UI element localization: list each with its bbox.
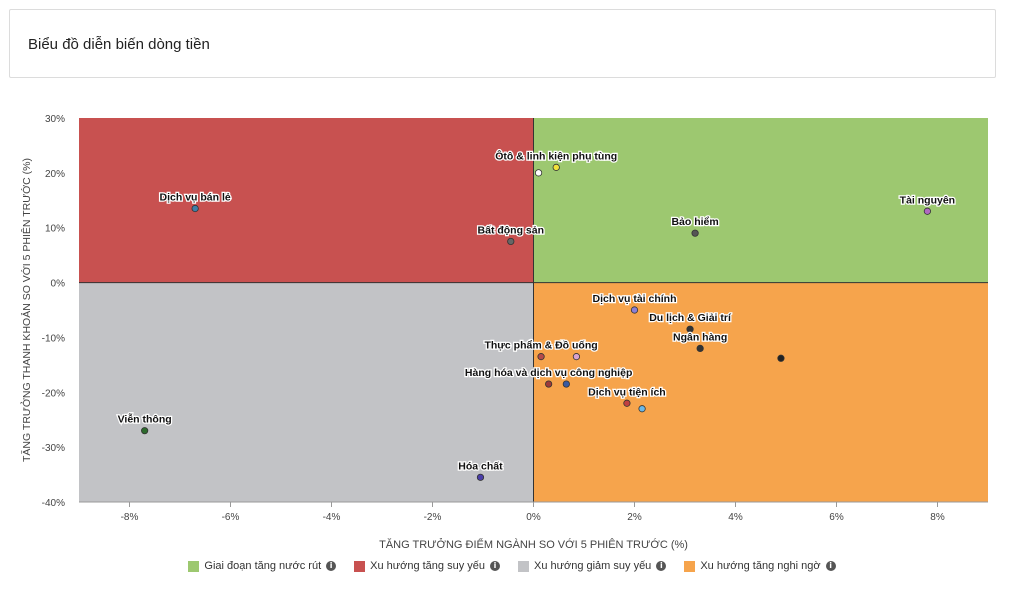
data-point (534, 169, 543, 177)
chart-legend: Giai đoạn tăng nước rút i Xu hướng tăng … (0, 558, 1024, 574)
legend-item-weakening-downtrend[interactable]: Xu hướng giảm suy yếu i (518, 560, 667, 572)
data-label: Bảo hiểm (671, 216, 718, 228)
data-point (141, 427, 149, 435)
x-tick-label: 8% (930, 512, 945, 523)
data-label: Du lịch & Giải trí (649, 312, 732, 324)
legend-swatch (518, 560, 529, 572)
x-tick-label: 4% (728, 512, 743, 523)
data-label: Hàng hóa và dịch vụ công nghiệp (465, 367, 632, 379)
data-label: Ngân hàng (673, 331, 727, 343)
data-point (552, 163, 560, 171)
y-tick-label: -10% (42, 333, 65, 344)
quadrant-bottom-right (533, 282, 988, 502)
x-tick-label: -6% (222, 512, 240, 523)
data-label: Ôtô & linh kiện phụ tùng (495, 149, 617, 162)
data-point (572, 353, 581, 361)
data-label: Dịch vụ tiện ích (588, 386, 666, 398)
x-tick-label: -2% (424, 512, 442, 523)
money-flow-chart: -8% -6% -4% -2% 0% 2% 4% 6% 8% 30% 20% 10% 0% -10% -20… (20, 114, 988, 551)
data-point (191, 204, 199, 213)
legend-swatch (354, 560, 366, 572)
x-tick-label: 2% (627, 512, 642, 523)
chart-title-card: Biểu đồ diễn biến dòng tiền (9, 9, 996, 78)
legend-swatch (684, 560, 696, 572)
page-title: Biểu đồ diễn biến dòng tiền (28, 36, 210, 53)
data-point (923, 207, 932, 215)
quadrant-top-right (533, 118, 988, 283)
info-icon[interactable]: i (825, 561, 836, 571)
data-point (638, 405, 646, 413)
quadrant-bottom-left (79, 282, 534, 502)
data-point (691, 229, 699, 237)
data-point (545, 380, 553, 388)
data-point (623, 399, 631, 407)
info-icon[interactable]: i (490, 561, 500, 571)
data-label: Thực phẩm & Đồ uống (484, 340, 597, 352)
data-point (507, 237, 515, 246)
legend-item-weakening-uptrend[interactable]: Xu hướng tăng suy yếu i (354, 560, 500, 572)
info-icon[interactable]: i (326, 561, 337, 571)
info-icon[interactable]: i (656, 561, 667, 571)
legend-label: Xu hướng tăng suy yếu (370, 560, 485, 572)
data-label: Hóa chất (458, 460, 503, 472)
data-label: Tài nguyên (900, 194, 955, 206)
x-tick-label: -8% (121, 512, 139, 523)
x-tick-label: 6% (829, 512, 844, 523)
data-point (562, 380, 570, 388)
y-tick-label: 0% (51, 279, 66, 290)
x-tick-label: -4% (323, 512, 341, 523)
y-tick-label: 10% (45, 224, 65, 235)
y-tick-label: -40% (42, 498, 65, 509)
data-label: Bất động sản (478, 224, 545, 236)
legend-swatch (188, 560, 200, 572)
legend-label: Giai đoạn tăng nước rút (204, 560, 322, 572)
data-label: Dịch vụ tài chính (592, 293, 676, 305)
y-axis-title: TĂNG TRƯỞNG THANH KHOẢN SO VỚI 5 PHIÊN T… (20, 158, 33, 462)
legend-item-sprint-phase[interactable]: Giai đoạn tăng nước rút i (188, 560, 337, 572)
x-axis-title: TĂNG TRƯỞNG ĐIỂM NGÀNH SO VỚI 5 PHIÊN TR… (379, 538, 688, 551)
data-point (686, 325, 694, 333)
y-tick-label: -30% (42, 443, 65, 454)
data-point (777, 354, 785, 362)
data-point (537, 353, 545, 361)
data-label: Dịch vụ bán lẻ (160, 192, 231, 204)
y-tick-label: -20% (42, 388, 65, 399)
y-tick-label: 20% (45, 169, 65, 180)
data-label: Viễn thông (118, 413, 172, 426)
data-point (630, 306, 639, 314)
data-point (476, 473, 485, 481)
data-point (696, 344, 704, 352)
legend-label: Xu hướng tăng nghi ngờ (700, 560, 821, 572)
y-tick-label: 30% (45, 114, 65, 125)
quadrant-top-left (79, 118, 534, 283)
x-tick-label: 0% (526, 512, 541, 523)
legend-label: Xu hướng giảm suy yếu (534, 560, 652, 572)
legend-item-doubtful-uptrend[interactable]: Xu hướng tăng nghi ngờ i (684, 560, 836, 572)
